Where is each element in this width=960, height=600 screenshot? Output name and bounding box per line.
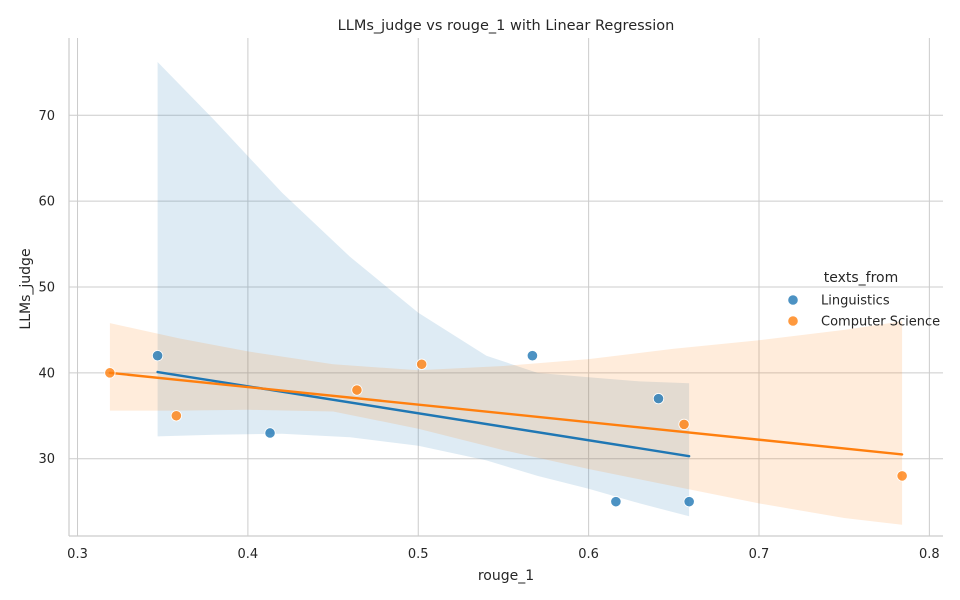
data-point-linguistics bbox=[151, 350, 164, 362]
axes-spines bbox=[68, 38, 943, 537]
regression-lines bbox=[108, 370, 904, 458]
x-tick-label: 0.4 bbox=[238, 547, 259, 562]
legend-marker-computer-science bbox=[787, 315, 799, 327]
data-point-computer-science bbox=[170, 410, 182, 422]
data-point-linguistics bbox=[610, 496, 622, 508]
data-point-linguistics bbox=[683, 496, 695, 508]
legend-marker-linguistics bbox=[787, 294, 799, 306]
y-tick-label: 60 bbox=[38, 195, 55, 210]
x-tick-label: 0.7 bbox=[749, 547, 770, 562]
legend-label-linguistics: Linguistics bbox=[821, 294, 890, 309]
confidence-band-computer-science bbox=[109, 321, 903, 525]
data-point-computer-science bbox=[416, 358, 428, 370]
y-tick-label: 50 bbox=[38, 281, 55, 296]
data-point-linguistics bbox=[264, 427, 276, 439]
y-tick-label: 30 bbox=[38, 452, 55, 467]
data-point-linguistics bbox=[526, 350, 539, 362]
legend: texts_from Linguistics Computer Science bbox=[787, 270, 940, 330]
legend-label-computer-science: Computer Science bbox=[821, 315, 940, 330]
data-point-computer-science bbox=[678, 418, 690, 430]
data-points bbox=[104, 350, 908, 508]
x-tick-label: 0.3 bbox=[67, 547, 88, 562]
regression-line-computer-science bbox=[108, 371, 904, 456]
y-tick-label: 40 bbox=[38, 366, 55, 381]
y-tick-label: 70 bbox=[38, 109, 55, 124]
data-point-computer-science bbox=[104, 367, 116, 379]
tick-labels: 0.3 0.4 0.5 0.6 0.7 0.8 30 40 50 60 70 bbox=[38, 109, 939, 562]
x-tick-label: 0.8 bbox=[919, 547, 940, 562]
x-axis-label: rouge_1 bbox=[478, 568, 534, 584]
y-axis-label: LLMs_judge bbox=[18, 248, 34, 329]
x-tick-label: 0.5 bbox=[408, 547, 429, 562]
data-point-computer-science bbox=[896, 470, 908, 482]
data-point-computer-science bbox=[351, 384, 363, 396]
data-point-linguistics bbox=[652, 393, 665, 405]
chart-title: LLMs_judge vs rouge_1 with Linear Regres… bbox=[338, 18, 675, 34]
legend-title: texts_from bbox=[824, 270, 899, 286]
confidence-band-linguistics bbox=[157, 62, 690, 517]
x-tick-label: 0.6 bbox=[578, 547, 599, 562]
grid bbox=[69, 38, 943, 536]
confidence-bands bbox=[109, 62, 903, 525]
